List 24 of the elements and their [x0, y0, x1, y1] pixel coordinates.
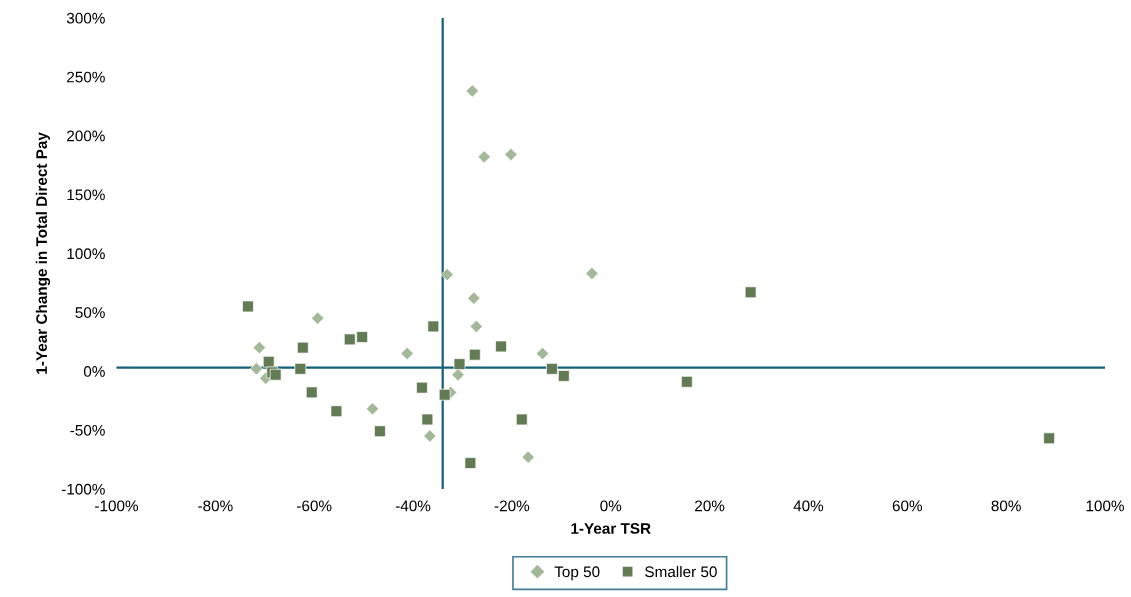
legend-label: Top 50	[554, 566, 600, 581]
y-tick-label: 250%	[67, 71, 105, 83]
x-tick-label: -60%	[297, 500, 332, 512]
x-tick-label: 100%	[1086, 500, 1124, 512]
x-tick-label: 40%	[793, 500, 824, 512]
x-axis-title: 1-Year TSR	[571, 523, 651, 534]
y-tick-label: 50%	[75, 307, 105, 318]
x-tick-label: 0%	[600, 500, 622, 512]
x-tick-label: 20%	[695, 500, 725, 512]
x-tick-label: -20%	[494, 500, 530, 512]
x-tick-label: 80%	[991, 500, 1021, 512]
y-tick-label: 100%	[67, 248, 105, 260]
legend-label: Smaller 50	[645, 565, 717, 578]
x-tick-label: -40%	[395, 500, 431, 512]
x-tick-label: 60%	[892, 500, 923, 512]
y-tick-label: -100%	[61, 483, 105, 495]
y-tick-label: 0%	[83, 366, 105, 377]
y-tick-label: -50%	[70, 424, 105, 436]
y-axis-title: 1-Year Change in Total Direct Pay	[35, 132, 51, 374]
x-tick-label: -100%	[95, 500, 139, 512]
y-tick-label: 300%	[66, 12, 105, 24]
y-tick-label: 150%	[67, 189, 105, 201]
x-tick-label: -80%	[198, 500, 233, 512]
y-tick-label: 200%	[67, 130, 105, 142]
